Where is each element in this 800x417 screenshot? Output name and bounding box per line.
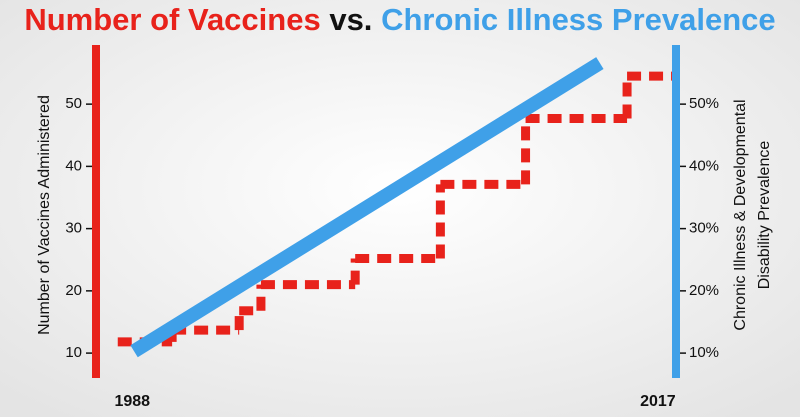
title-part: vs.: [329, 2, 372, 37]
chart-title: Number of Vaccines vs. Chronic Illness P…: [24, 2, 775, 37]
title-part: Chronic Illness Prevalence: [381, 2, 776, 37]
y-axis-label: Number of Vaccines Administered: [36, 95, 53, 335]
y-tick-label: 30: [65, 220, 82, 237]
y2-tick-label: 20%: [689, 282, 719, 299]
y2-axis-bar: [672, 45, 680, 378]
y2-tick-label: 10%: [689, 344, 719, 361]
y-tick-label: 50: [65, 95, 82, 112]
y2-axis-label: Chronic Illness & Developmental: [732, 99, 749, 330]
y-tick-label: 40: [65, 157, 82, 174]
y-axis-bar: [92, 45, 100, 378]
y2-tick-label: 30%: [689, 220, 719, 237]
x-tick-label: 2017: [640, 393, 676, 410]
trend-line: [130, 57, 604, 358]
y2-tick-label: 40%: [689, 157, 719, 174]
title-part: Number of Vaccines: [24, 2, 320, 37]
y-tick-label: 10: [65, 344, 82, 361]
y-tick-label: 20: [65, 282, 82, 299]
x-tick-label: 1988: [114, 393, 150, 410]
y2-axis-label: Disability Prevalence: [756, 141, 773, 290]
y2-tick-label: 50%: [689, 95, 719, 112]
